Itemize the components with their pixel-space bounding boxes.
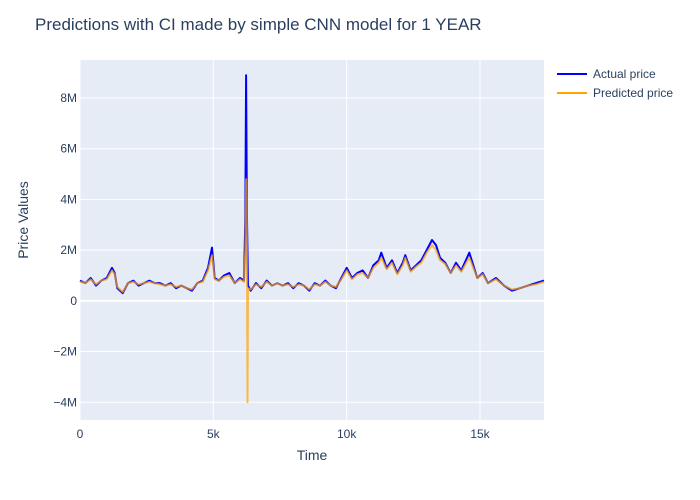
legend[interactable]: Actual price Predicted price	[557, 67, 673, 100]
y-tick-label: −4M	[53, 395, 77, 409]
x-tick-label: 10k	[337, 427, 357, 441]
plot-area	[80, 60, 544, 420]
series-line-predicted	[79, 178, 545, 404]
y-tick-label: 0	[70, 294, 77, 308]
y-tick-label: 4M	[60, 192, 77, 206]
y-tick-label: 2M	[60, 243, 77, 257]
x-tick-label: 5k	[207, 427, 221, 441]
legend-item[interactable]: Predicted price	[557, 86, 673, 100]
series-layer	[79, 74, 545, 404]
legend-item[interactable]: Actual price	[557, 67, 656, 81]
y-tick-label: 6M	[60, 142, 77, 156]
y-axis-title: Price Values	[15, 181, 31, 259]
x-tick-label: 15k	[470, 427, 490, 441]
y-tick-label: −2M	[53, 345, 77, 359]
legend-label: Actual price	[593, 67, 656, 81]
legend-label: Predicted price	[593, 86, 673, 100]
gridlines	[79, 60, 544, 420]
y-axis-ticks: −4M −2M 0 2M 4M 6M 8M	[53, 91, 77, 409]
chart-title: Predictions with CI made by simple CNN m…	[35, 15, 482, 34]
x-axis-title: Time	[297, 447, 328, 463]
x-tick-label: 0	[77, 427, 84, 441]
x-axis-ticks: 0 5k 10k 15k	[77, 427, 491, 441]
y-tick-label: 8M	[60, 91, 77, 105]
